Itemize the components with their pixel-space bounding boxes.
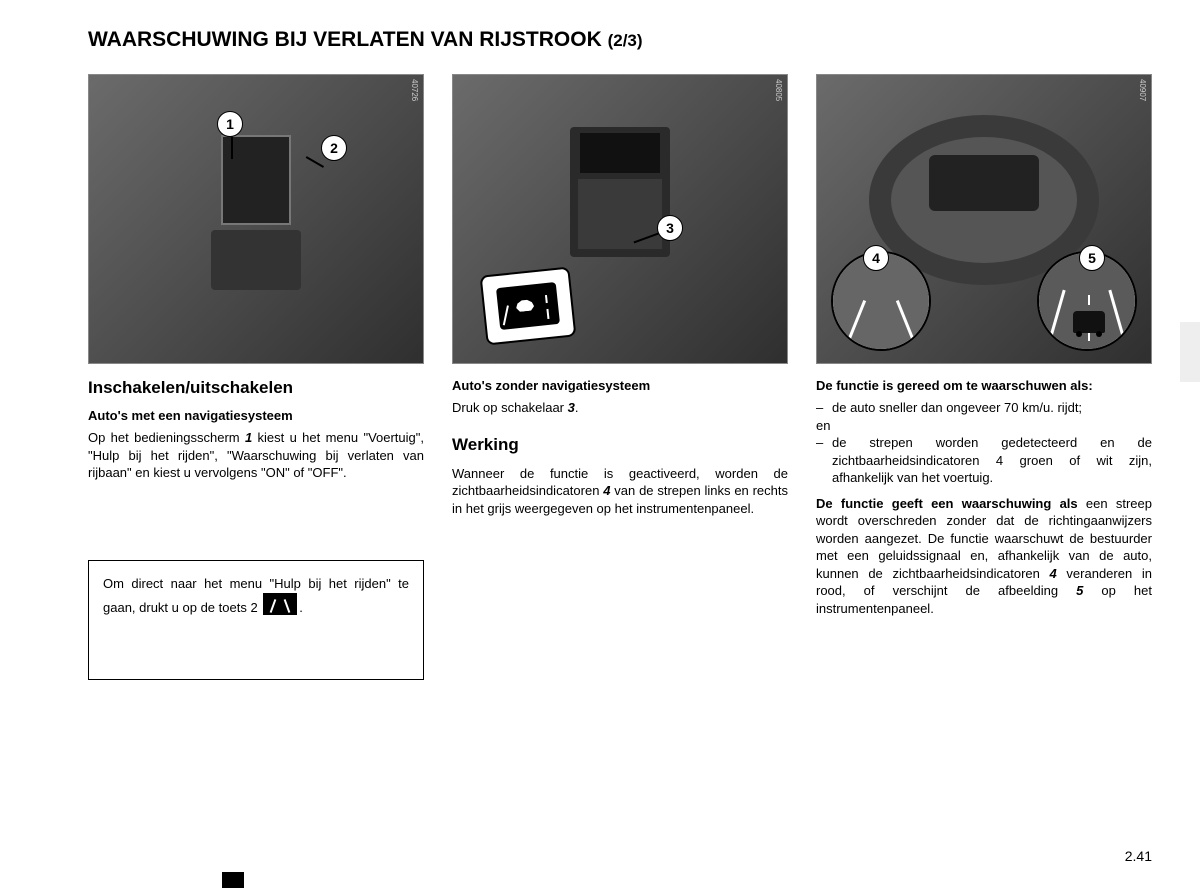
col2-sub-bold: Auto's zonder navigatiesysteem — [452, 378, 788, 393]
side-tab — [1180, 322, 1200, 382]
title-part: (2/3) — [608, 31, 643, 50]
fig1-controls — [211, 230, 301, 290]
fig2-console — [570, 127, 670, 257]
figure-3-id: 40907 — [1138, 79, 1147, 101]
lane-warning-icon — [263, 593, 297, 615]
leader-1 — [231, 137, 233, 159]
col1-sub-bold: Auto's met een navigatiesysteem — [88, 408, 424, 423]
callout-5: 5 — [1079, 245, 1105, 271]
col2-line: Druk op schakelaar 3. — [452, 399, 788, 417]
content-columns: 40726 1 2 Inschakelen/uitschakelen Auto'… — [88, 74, 1152, 680]
col2-heading: Werking — [452, 435, 788, 455]
col1-heading: Inschakelen/uitschakelen — [88, 378, 424, 398]
fig2-button-zoom — [480, 266, 577, 345]
title-main: WAARSCHUWING BIJ VERLATEN VAN RIJSTROOK — [88, 28, 602, 51]
leader-2 — [306, 156, 324, 167]
col3-bold1: De functie is gereed om te waarschuwen a… — [816, 378, 1152, 393]
col3-bullets: –de auto sneller dan ongeveer 70 km/u. r… — [816, 399, 1152, 487]
page-title: WAARSCHUWING BIJ VERLATEN VAN RIJSTROOK … — [88, 28, 1152, 52]
callout-1: 1 — [217, 111, 243, 137]
callout-2: 2 — [321, 135, 347, 161]
figure-1: 40726 1 2 — [88, 74, 424, 364]
col3-and: en — [816, 417, 1152, 435]
page-number: 2.41 — [1125, 848, 1152, 864]
note-key-ref: 2 — [250, 600, 257, 615]
figure-3: 40907 4 — [816, 74, 1152, 364]
footer-tab — [222, 872, 244, 888]
col1-para: Op het bedieningsscherm 1 kiest u het me… — [88, 429, 424, 482]
figure-2: 40805 3 — [452, 74, 788, 364]
callout-4: 4 — [863, 245, 889, 271]
col3-b1: de auto sneller dan ongeveer 70 km/u. ri… — [832, 399, 1152, 417]
callout-3: 3 — [657, 215, 683, 241]
column-3: 40907 4 — [816, 74, 1152, 680]
col3-b2: de strepen worden gedetecteerd en de zic… — [832, 434, 1152, 487]
figure-2-id: 40805 — [774, 79, 783, 101]
note-text-after: . — [299, 600, 303, 615]
note-box: Om direct naar het menu "Hulp bij het ri… — [88, 560, 424, 680]
col2-para: Wanneer de functie is geactiveerd, worde… — [452, 465, 788, 518]
column-1: 40726 1 2 Inschakelen/uitschakelen Auto'… — [88, 74, 424, 680]
col3-para2: De functie geeft een waarschuwing als ee… — [816, 495, 1152, 618]
column-2: 40805 3 Auto's zonder navigatiesysteem D… — [452, 74, 788, 680]
figure-1-id: 40726 — [410, 79, 419, 101]
